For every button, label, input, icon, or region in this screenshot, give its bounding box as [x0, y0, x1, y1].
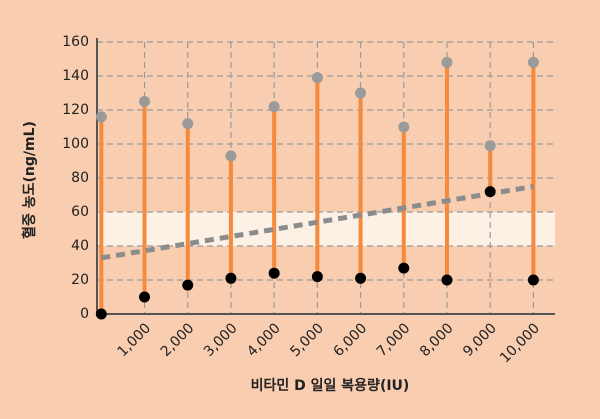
x-axis-label: 비타민 D 일일 복용량(IU) [251, 377, 410, 394]
y-tick-label: 0 [80, 306, 89, 322]
y-tick-label: 60 [71, 204, 89, 220]
min-point [398, 262, 410, 274]
reference-band [97, 212, 555, 246]
max-point [268, 101, 280, 113]
y-tick-label: 160 [62, 34, 89, 50]
max-point [484, 140, 496, 152]
y-tick-label: 80 [71, 170, 89, 186]
max-point [441, 56, 453, 68]
y-tick-label: 120 [62, 102, 89, 118]
trend-line [100, 184, 534, 261]
min-point [527, 274, 539, 286]
max-point [398, 121, 410, 133]
y-tick-label: 100 [62, 136, 89, 152]
min-point [182, 279, 194, 291]
y-tick-label: 40 [71, 238, 89, 254]
min-point [311, 271, 323, 283]
min-point [95, 308, 107, 320]
max-point [139, 96, 151, 107]
min-point [441, 274, 453, 286]
max-point [182, 118, 194, 130]
min-point [484, 186, 496, 198]
max-point [95, 111, 107, 123]
max-point [355, 87, 367, 99]
max-point [225, 150, 237, 162]
min-point [225, 272, 237, 284]
y-axis-label: 혈중 농도(ng/mL) [21, 121, 38, 239]
max-point [527, 56, 539, 68]
y-tick-label: 20 [71, 272, 89, 288]
y-tick-label: 140 [62, 68, 89, 84]
max-point [311, 72, 323, 84]
min-point [139, 291, 151, 303]
min-point [355, 272, 367, 284]
min-point [268, 267, 280, 279]
